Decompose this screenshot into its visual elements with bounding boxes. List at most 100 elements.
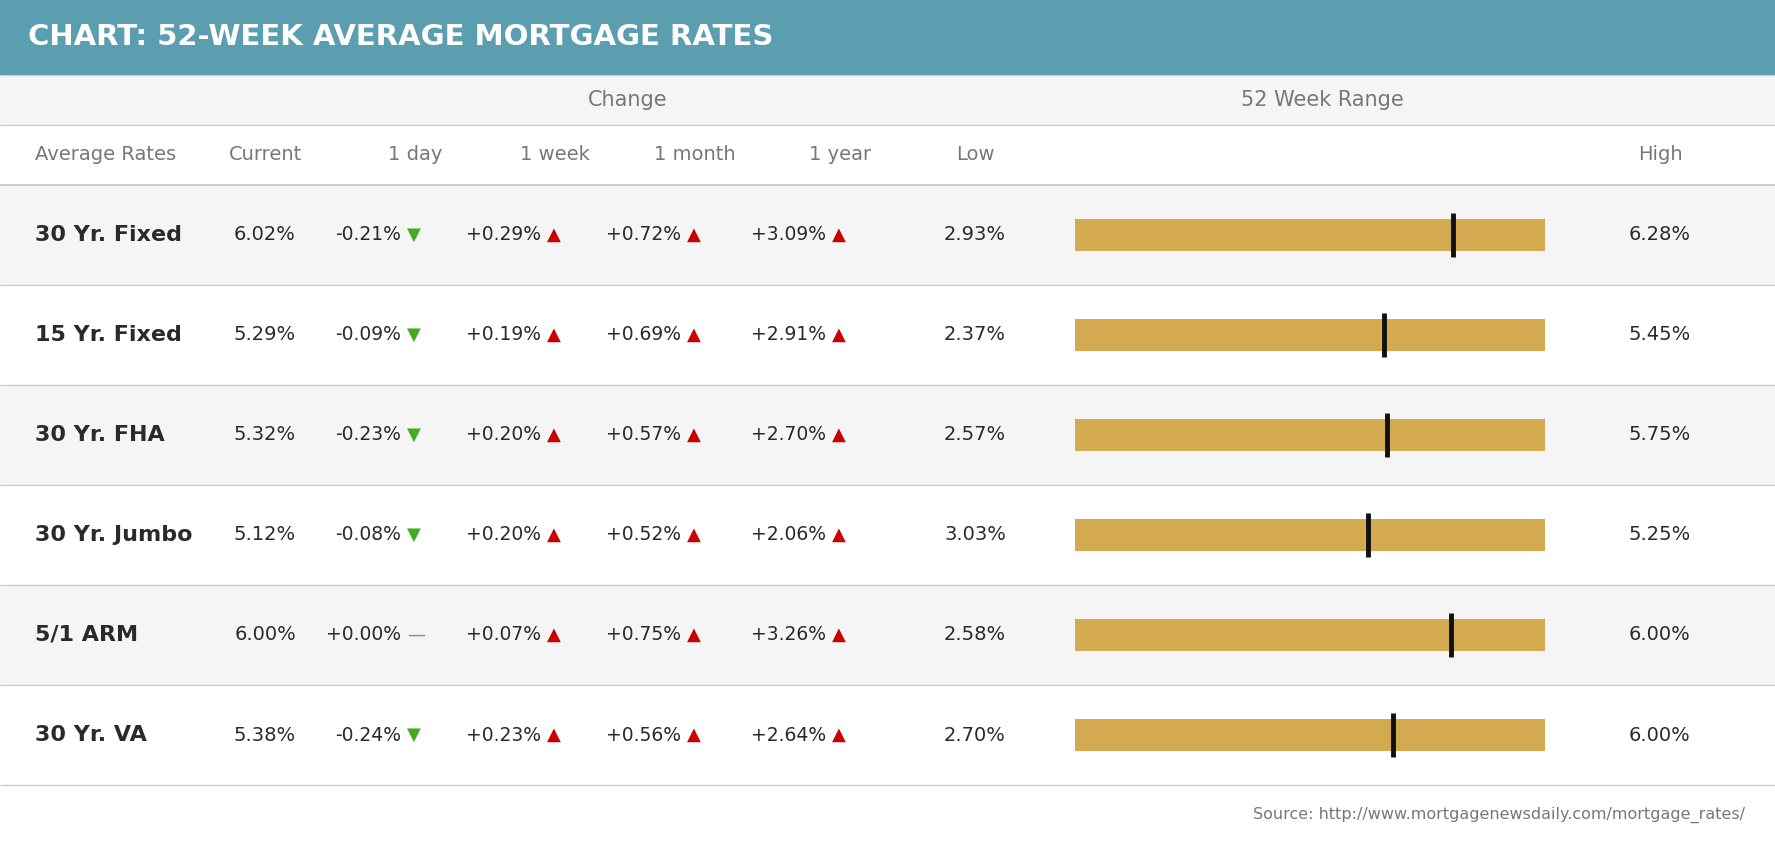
Text: ▼: ▼ (406, 226, 421, 244)
Text: 5.45%: 5.45% (1629, 325, 1692, 344)
Bar (0, 285, 1775, 385)
Text: +0.72%: +0.72% (605, 225, 682, 244)
Text: 52 Week Range: 52 Week Range (1241, 90, 1404, 110)
Text: 1 day: 1 day (387, 146, 442, 165)
Text: +0.20%: +0.20% (467, 526, 541, 545)
Text: Current: Current (229, 146, 302, 165)
Text: +0.69%: +0.69% (605, 325, 682, 344)
Text: 6.28%: 6.28% (1629, 225, 1692, 244)
Text: Source: http://www.mortgagenewsdaily.com/mortgage_rates/: Source: http://www.mortgagenewsdaily.com… (1253, 807, 1745, 823)
Text: 2.70%: 2.70% (944, 726, 1006, 745)
Text: 5.29%: 5.29% (234, 325, 296, 344)
Text: +0.23%: +0.23% (467, 726, 541, 745)
Text: +2.64%: +2.64% (751, 726, 825, 745)
Text: ▲: ▲ (687, 426, 701, 444)
Text: +0.00%: +0.00% (327, 626, 401, 645)
Text: 5.38%: 5.38% (234, 726, 296, 745)
Text: 5.12%: 5.12% (234, 526, 296, 545)
Text: ▼: ▼ (406, 326, 421, 344)
Text: ▲: ▲ (547, 726, 561, 744)
Bar (355, 75, 900, 125)
Text: ▲: ▲ (547, 226, 561, 244)
Bar (0, 385, 1775, 485)
Text: -0.21%: -0.21% (335, 225, 401, 244)
Bar (0, 75, 1775, 125)
Text: 1 month: 1 month (655, 146, 737, 165)
Bar (0, 585, 1775, 685)
Text: ▲: ▲ (687, 526, 701, 544)
Text: +0.57%: +0.57% (605, 425, 682, 444)
Text: -0.09%: -0.09% (335, 325, 401, 344)
Text: 15 Yr. Fixed: 15 Yr. Fixed (36, 325, 181, 345)
Text: 1 week: 1 week (520, 146, 589, 165)
Text: 2.93%: 2.93% (944, 225, 1006, 244)
Text: ▲: ▲ (547, 526, 561, 544)
Bar (1076, 719, 1544, 751)
Text: 5.75%: 5.75% (1629, 425, 1692, 444)
Bar (1076, 319, 1544, 351)
Text: +2.06%: +2.06% (751, 526, 825, 545)
Text: +0.19%: +0.19% (467, 325, 541, 344)
Text: +2.70%: +2.70% (751, 425, 825, 444)
Text: ▲: ▲ (687, 626, 701, 644)
Text: +3.09%: +3.09% (751, 225, 825, 244)
Text: High: High (1638, 146, 1683, 165)
Text: ▲: ▲ (687, 726, 701, 744)
Text: ▲: ▲ (547, 626, 561, 644)
Text: Average Rates: Average Rates (36, 146, 176, 165)
Bar (0, 485, 1775, 585)
Text: ▲: ▲ (832, 326, 847, 344)
Text: 6.00%: 6.00% (234, 626, 296, 645)
Text: ▲: ▲ (547, 426, 561, 444)
Text: Low: Low (955, 146, 994, 165)
Text: 30 Yr. FHA: 30 Yr. FHA (36, 425, 165, 445)
Text: —: — (406, 626, 424, 644)
Text: 6.02%: 6.02% (234, 225, 296, 244)
Text: +0.52%: +0.52% (605, 526, 682, 545)
Text: 2.37%: 2.37% (944, 325, 1006, 344)
Text: ▼: ▼ (406, 526, 421, 544)
Text: -0.08%: -0.08% (335, 526, 401, 545)
Text: 30 Yr. Fixed: 30 Yr. Fixed (36, 225, 183, 245)
Text: +2.91%: +2.91% (751, 325, 825, 344)
Bar (0, 685, 1775, 785)
Text: +0.75%: +0.75% (605, 626, 682, 645)
Text: ▲: ▲ (832, 226, 847, 244)
Text: ▲: ▲ (547, 326, 561, 344)
Text: +0.29%: +0.29% (467, 225, 541, 244)
Text: ▲: ▲ (687, 226, 701, 244)
Text: ▼: ▼ (406, 726, 421, 744)
Text: +3.26%: +3.26% (751, 626, 825, 645)
Text: 2.57%: 2.57% (944, 425, 1006, 444)
Text: CHART: 52-WEEK AVERAGE MORTGAGE RATES: CHART: 52-WEEK AVERAGE MORTGAGE RATES (28, 23, 774, 52)
Text: ▲: ▲ (687, 326, 701, 344)
Text: Change: Change (588, 90, 667, 110)
Text: -0.24%: -0.24% (335, 726, 401, 745)
Text: -0.23%: -0.23% (335, 425, 401, 444)
Bar (900, 75, 1745, 125)
Text: ▲: ▲ (832, 426, 847, 444)
Bar (1076, 619, 1544, 651)
Text: +0.56%: +0.56% (605, 726, 682, 745)
Text: 3.03%: 3.03% (944, 526, 1006, 545)
Text: +0.07%: +0.07% (467, 626, 541, 645)
Text: 6.00%: 6.00% (1629, 726, 1692, 745)
Text: ▼: ▼ (406, 426, 421, 444)
Text: 5/1 ARM: 5/1 ARM (36, 625, 138, 645)
Text: 1 year: 1 year (809, 146, 872, 165)
Text: 30 Yr. Jumbo: 30 Yr. Jumbo (36, 525, 192, 545)
Text: ▲: ▲ (832, 726, 847, 744)
Text: +0.20%: +0.20% (467, 425, 541, 444)
Text: 5.25%: 5.25% (1629, 526, 1692, 545)
Text: ▲: ▲ (832, 626, 847, 644)
Text: 5.32%: 5.32% (234, 425, 296, 444)
Bar (1076, 219, 1544, 251)
Bar (1076, 419, 1544, 451)
Bar (0, 0, 1775, 75)
Text: ▲: ▲ (832, 526, 847, 544)
Text: 30 Yr. VA: 30 Yr. VA (36, 725, 147, 745)
Bar (1076, 519, 1544, 551)
Text: 2.58%: 2.58% (944, 626, 1006, 645)
Bar (0, 125, 1775, 185)
Bar (0, 185, 1775, 285)
